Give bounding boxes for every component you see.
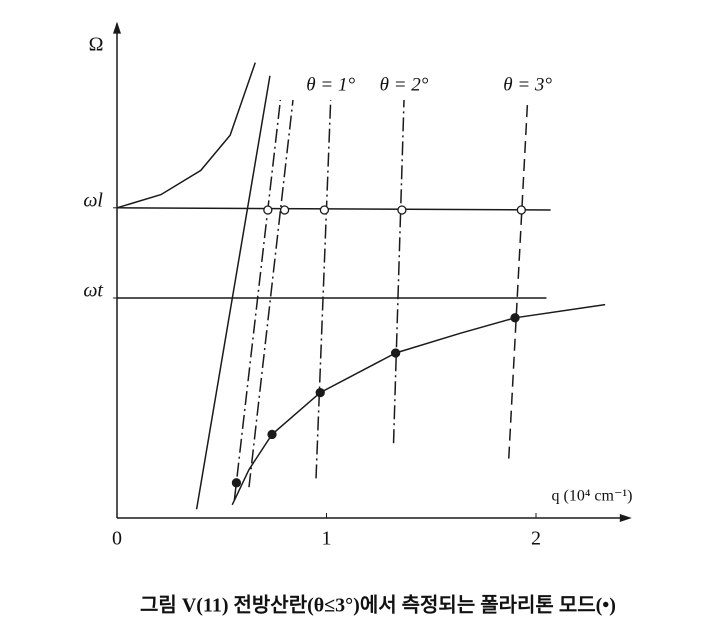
angle-label: θ = 3° (503, 74, 552, 95)
y-tick-label: ωt (83, 280, 103, 302)
curve (231, 303, 606, 506)
angle-label: θ = 1° (306, 74, 355, 95)
data-point (267, 429, 277, 440)
x-axis-arrow (619, 514, 632, 522)
curve (195, 75, 271, 510)
angle-line (248, 99, 294, 488)
data-point (397, 205, 407, 215)
x-axis-label: q (10⁴ cm⁻¹) (551, 488, 632, 505)
x-tick-label: 1 (322, 528, 332, 550)
data-point (516, 205, 526, 215)
angle-line (392, 99, 405, 444)
y-tick-label: ωl (83, 189, 103, 211)
curve (116, 62, 256, 209)
x-tick-label: 2 (531, 528, 541, 550)
angle-line (233, 99, 282, 501)
data-point (315, 387, 325, 398)
caption: 그림 V(11) 전방산란(θ≤3°)에서 측정되는 폴라리톤 모드(•) (140, 594, 616, 617)
data-point (319, 205, 330, 215)
x-tick-label: 0 (112, 528, 122, 550)
curve (116, 207, 551, 211)
data-point (510, 313, 520, 323)
angle-line (315, 99, 332, 479)
data-point (390, 348, 401, 358)
angle-line (508, 99, 529, 459)
y-axis-label: Ω (89, 34, 104, 56)
data-point (279, 205, 290, 215)
y-axis-arrow (113, 21, 121, 34)
data-point (263, 205, 273, 215)
data-point (231, 478, 242, 488)
angle-label: θ = 2° (380, 74, 429, 95)
